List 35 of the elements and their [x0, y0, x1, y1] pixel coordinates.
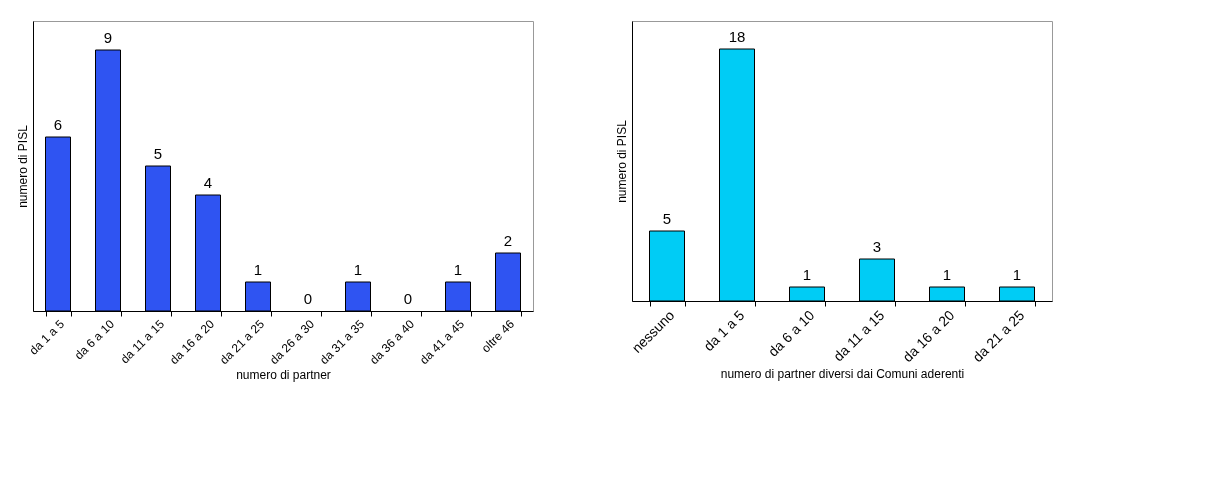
x-tick-label: da 1 a 5	[700, 306, 748, 355]
x-tick-label: da 11 a 15	[830, 306, 888, 365]
x-tick-label: oltre 46	[478, 316, 518, 356]
data-label: 5	[153, 145, 163, 162]
x-tick-label: da 31 a 35	[316, 316, 368, 368]
data-label: 2	[503, 232, 513, 249]
x-tick-label: da 41 a 45	[416, 316, 468, 368]
x-tick-label: da 11 a 15	[117, 316, 168, 367]
data-label: 1	[453, 261, 463, 278]
data-label: 1	[942, 266, 952, 283]
data-label: 1	[353, 261, 363, 278]
x-tick-label: da 6 a 10	[764, 306, 818, 360]
data-label: 1	[1012, 266, 1022, 283]
x-tick-label: da 16 a 20	[899, 306, 958, 366]
data-label: 1	[253, 261, 263, 278]
x-tick-label: da 26 a 30	[266, 316, 318, 368]
data-label: 1	[802, 266, 812, 283]
x-tick-label: da 6 a 10	[71, 316, 118, 363]
x-tick-label: da 1 a 5	[26, 316, 68, 358]
x-tick-label: da 21 a 25	[969, 306, 1028, 366]
x-tick-label: da 36 a 40	[366, 316, 418, 368]
data-label: 3	[872, 238, 882, 255]
data-label: 18	[728, 28, 746, 45]
x-axis-title: numero di partner	[236, 368, 331, 383]
x-tick-label: da 21 a 25	[216, 316, 268, 368]
x-axis-title: numero di partner diversi dai Comuni aderenti	[720, 367, 965, 382]
data-label: 0	[303, 290, 313, 307]
data-label: 0	[403, 290, 413, 307]
data-label: 6	[53, 116, 63, 133]
x-tick-label: da 16 a 20	[166, 316, 218, 368]
y-axis-title: numero di PISL	[614, 119, 629, 203]
y-axis-title: numero di PISL	[15, 124, 30, 208]
data-label: 9	[103, 29, 113, 46]
data-label: 4	[203, 174, 213, 191]
data-label: 5	[662, 210, 672, 227]
